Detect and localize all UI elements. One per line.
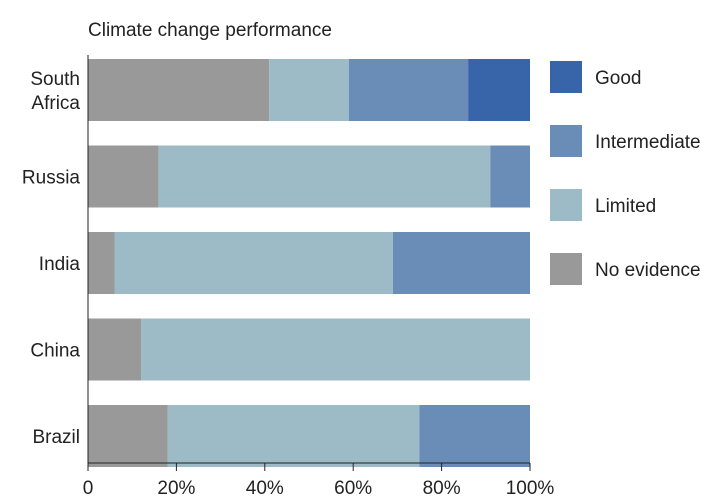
bar-segment-limited-1	[158, 145, 491, 208]
category-label: Africa	[31, 93, 80, 114]
category-label: China	[30, 341, 80, 362]
bar-segment-no-evidence-2	[88, 232, 115, 294]
x-axis: 0 20% 40% 60% 80% 100%	[83, 55, 555, 499]
legend-swatch	[550, 189, 582, 221]
bar-segment-intermediate-0	[348, 59, 469, 121]
bar-segment-intermediate-2	[392, 232, 530, 294]
legend-label: No evidence	[595, 260, 701, 281]
bar-segment-good-0	[468, 59, 530, 121]
bar-segment-intermediate-4	[419, 405, 530, 467]
legend-swatch	[550, 253, 582, 285]
legend-swatch	[550, 125, 582, 157]
category-label: Brazil	[32, 427, 80, 448]
category-label: Russia	[22, 168, 81, 189]
bar-segment-no-evidence-4	[88, 405, 168, 467]
bar-segment-limited-3	[141, 318, 531, 381]
bar-segment-limited-2	[114, 232, 393, 294]
category-labels: South Africa Russia India China Brazil	[22, 69, 81, 448]
x-tick-label: 100%	[506, 478, 555, 499]
x-tick-label: 40%	[246, 478, 284, 499]
legend-label: Good	[595, 68, 641, 89]
legend-label: Intermediate	[595, 132, 701, 153]
bar-segment-limited-4	[167, 405, 420, 467]
legend: Good Intermediate Limited No evidence	[550, 61, 701, 285]
chart-title: Climate change performance	[88, 20, 332, 41]
x-tick-label: 0	[83, 478, 94, 499]
bar-segment-no-evidence-3	[88, 318, 142, 381]
bar-segment-limited-0	[269, 59, 349, 121]
x-tick-label: 60%	[334, 478, 372, 499]
legend-swatch	[550, 61, 582, 93]
bar-segment-intermediate-1	[490, 145, 530, 208]
bar-segment-no-evidence-1	[88, 145, 159, 208]
bar-segment-no-evidence-0	[88, 59, 270, 121]
category-label: India	[39, 254, 81, 275]
x-tick-label: 20%	[157, 478, 195, 499]
bars-group	[88, 59, 531, 467]
legend-label: Limited	[595, 196, 656, 217]
x-tick-label: 80%	[423, 478, 461, 499]
category-label: South	[30, 69, 80, 90]
